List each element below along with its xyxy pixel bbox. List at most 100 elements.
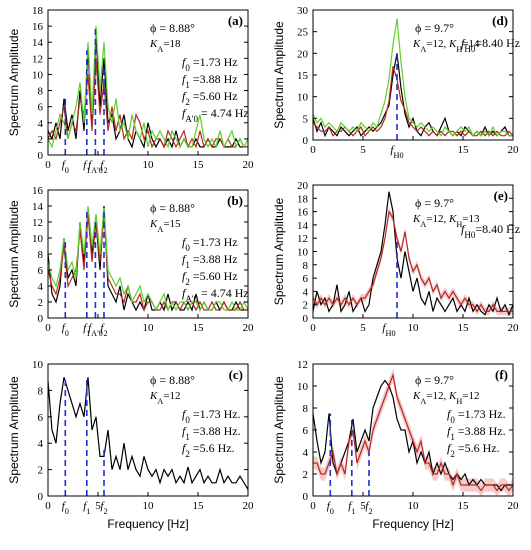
y-tick-label: 2: [303, 469, 309, 481]
panel-label: (d): [492, 13, 508, 28]
frequency-annotation: f2 =5.60 Hz: [182, 89, 238, 107]
phi-annotation: ϕ = 9.7°: [415, 196, 454, 210]
y-axis-label: Spectrum Amplitude: [7, 28, 21, 136]
frequency-annotation: f1 =3.88 Hz.: [182, 424, 241, 442]
y-tick-label: 8: [38, 86, 44, 98]
y-tick-label: 2: [38, 134, 44, 146]
y-tick-label: 16: [297, 207, 309, 219]
y-tick-label: 4: [303, 447, 309, 459]
y-tick-label: 4: [38, 438, 44, 450]
y-tick-label: 8: [38, 249, 44, 261]
x-tick-label: 0: [45, 322, 51, 334]
y-tick-label: 5: [303, 113, 309, 125]
y-tick-label: 18: [297, 193, 309, 205]
phi-annotation: ϕ = 8.88°: [150, 373, 195, 387]
k-annotation: KA=12, KH=12: [412, 390, 480, 406]
frequency-annotation: fA'0 = 4.74 Hz: [182, 106, 249, 124]
y-tick-label: 14: [32, 37, 44, 49]
x-tick-label: f2: [100, 500, 107, 516]
k-annotation: KA=12, KH=13: [412, 213, 480, 229]
panel-label: (b): [227, 193, 243, 208]
y-tick-label: 6: [38, 412, 44, 424]
series-line-black: [312, 191, 514, 317]
y-tick-label: 0: [38, 150, 44, 162]
y-tick-label: 8: [38, 385, 44, 397]
y-tick-label: 2: [38, 465, 44, 477]
y-tick-label: 12: [32, 217, 43, 229]
panel-label: (e): [494, 188, 508, 203]
x-tick-label: 0: [45, 500, 51, 512]
y-tick-label: 0: [38, 491, 44, 503]
y-tick-label: 14: [297, 220, 309, 232]
y-tick-label: 0: [38, 313, 44, 325]
y-tick-label: 0: [303, 313, 309, 325]
frequency-annotation: f0 =1.73 Hz.: [182, 407, 241, 425]
y-tick-label: 10: [32, 233, 44, 245]
y-tick-label: 12: [297, 359, 308, 371]
x-tick-label: 5: [360, 322, 366, 334]
y-tick-label: 10: [32, 69, 44, 81]
y-tick-label: 10: [32, 359, 44, 371]
x-tick-label: f2: [365, 500, 372, 516]
frequency-annotation: f2 =5.60 Hz: [182, 269, 238, 287]
phi-annotation: ϕ = 9.7°: [415, 373, 454, 387]
x-tick-label: f1: [83, 500, 90, 516]
frequency-annotation: f1 =3.88 Hz: [182, 72, 238, 90]
y-tick-label: 6: [303, 425, 309, 437]
x-tick-label: f2: [100, 159, 107, 175]
panel-c: 0 2 4 6 8 10 0 f0 f1 5 f2 10 15 20 Spectrum Amplitude F…: [7, 359, 254, 531]
x-tick-label: 15: [458, 144, 470, 156]
x-tick-label: 20: [508, 500, 520, 512]
y-axis-label: Spectrum Amplitude: [7, 376, 21, 484]
frequency-annotation: fA'0 = 4.74 Hz: [182, 286, 249, 304]
panel-label: (f): [495, 367, 508, 382]
y-tick-label: 16: [32, 185, 44, 197]
y-tick-label: 30: [297, 5, 309, 17]
y-tick-label: 2: [303, 300, 309, 312]
frequency-annotation: f0 =1.73 Hz.: [447, 407, 506, 425]
x-tick-label: 20: [243, 322, 255, 334]
y-tick-label: 8: [303, 260, 309, 272]
x-tick-label: f1: [83, 322, 90, 338]
frequency-annotation: f2 =5.6 Hz.: [447, 441, 500, 459]
x-tick-label: 5: [95, 500, 101, 512]
x-tick-label: 5: [360, 500, 366, 512]
y-tick-label: 10: [297, 92, 309, 104]
x-tick-label: f1: [83, 159, 90, 175]
y-axis-label: Spectrum Amplitude: [272, 197, 286, 305]
k-annotation: KA=18: [149, 38, 181, 54]
series-line-red: [312, 209, 513, 313]
y-tick-label: 6: [303, 273, 309, 285]
x-tick-label: 10: [408, 322, 420, 334]
y-tick-label: 6: [38, 102, 44, 114]
x-tick-label: fH0: [382, 322, 395, 338]
x-tick-label: f0: [327, 500, 334, 516]
y-tick-label: 6: [38, 265, 44, 277]
series-line-green: [47, 205, 249, 312]
x-tick-label: 10: [408, 500, 420, 512]
x-tick-label: 0: [45, 159, 51, 171]
x-tick-label: 5: [360, 144, 366, 156]
y-tick-label: 0: [303, 491, 309, 503]
plot-frame: [312, 9, 514, 141]
y-axis-label: Spectrum Amplitude: [7, 200, 21, 308]
y-tick-label: 16: [32, 21, 44, 33]
phi-annotation: ϕ = 8.88°: [150, 201, 195, 215]
x-tick-label: 20: [243, 159, 255, 171]
series-line-red: [47, 58, 248, 149]
y-axis-label: Spectrum Amplitude: [272, 376, 286, 484]
panel-label: (a): [228, 13, 243, 28]
y-tick-label: 18: [32, 5, 44, 17]
x-tick-label: f0: [62, 322, 69, 338]
x-tick-label: 10: [143, 500, 155, 512]
y-axis-label: Spectrum Amplitude: [272, 21, 286, 129]
x-tick-label: 15: [193, 500, 205, 512]
y-tick-label: 14: [32, 201, 44, 213]
x-tick-label: 20: [508, 322, 520, 334]
series-line-red: [47, 213, 248, 312]
y-tick-label: 25: [297, 27, 309, 39]
x-tick-label: fA'0: [88, 159, 103, 175]
frequency-annotation: f2 =5.6 Hz.: [182, 441, 235, 459]
